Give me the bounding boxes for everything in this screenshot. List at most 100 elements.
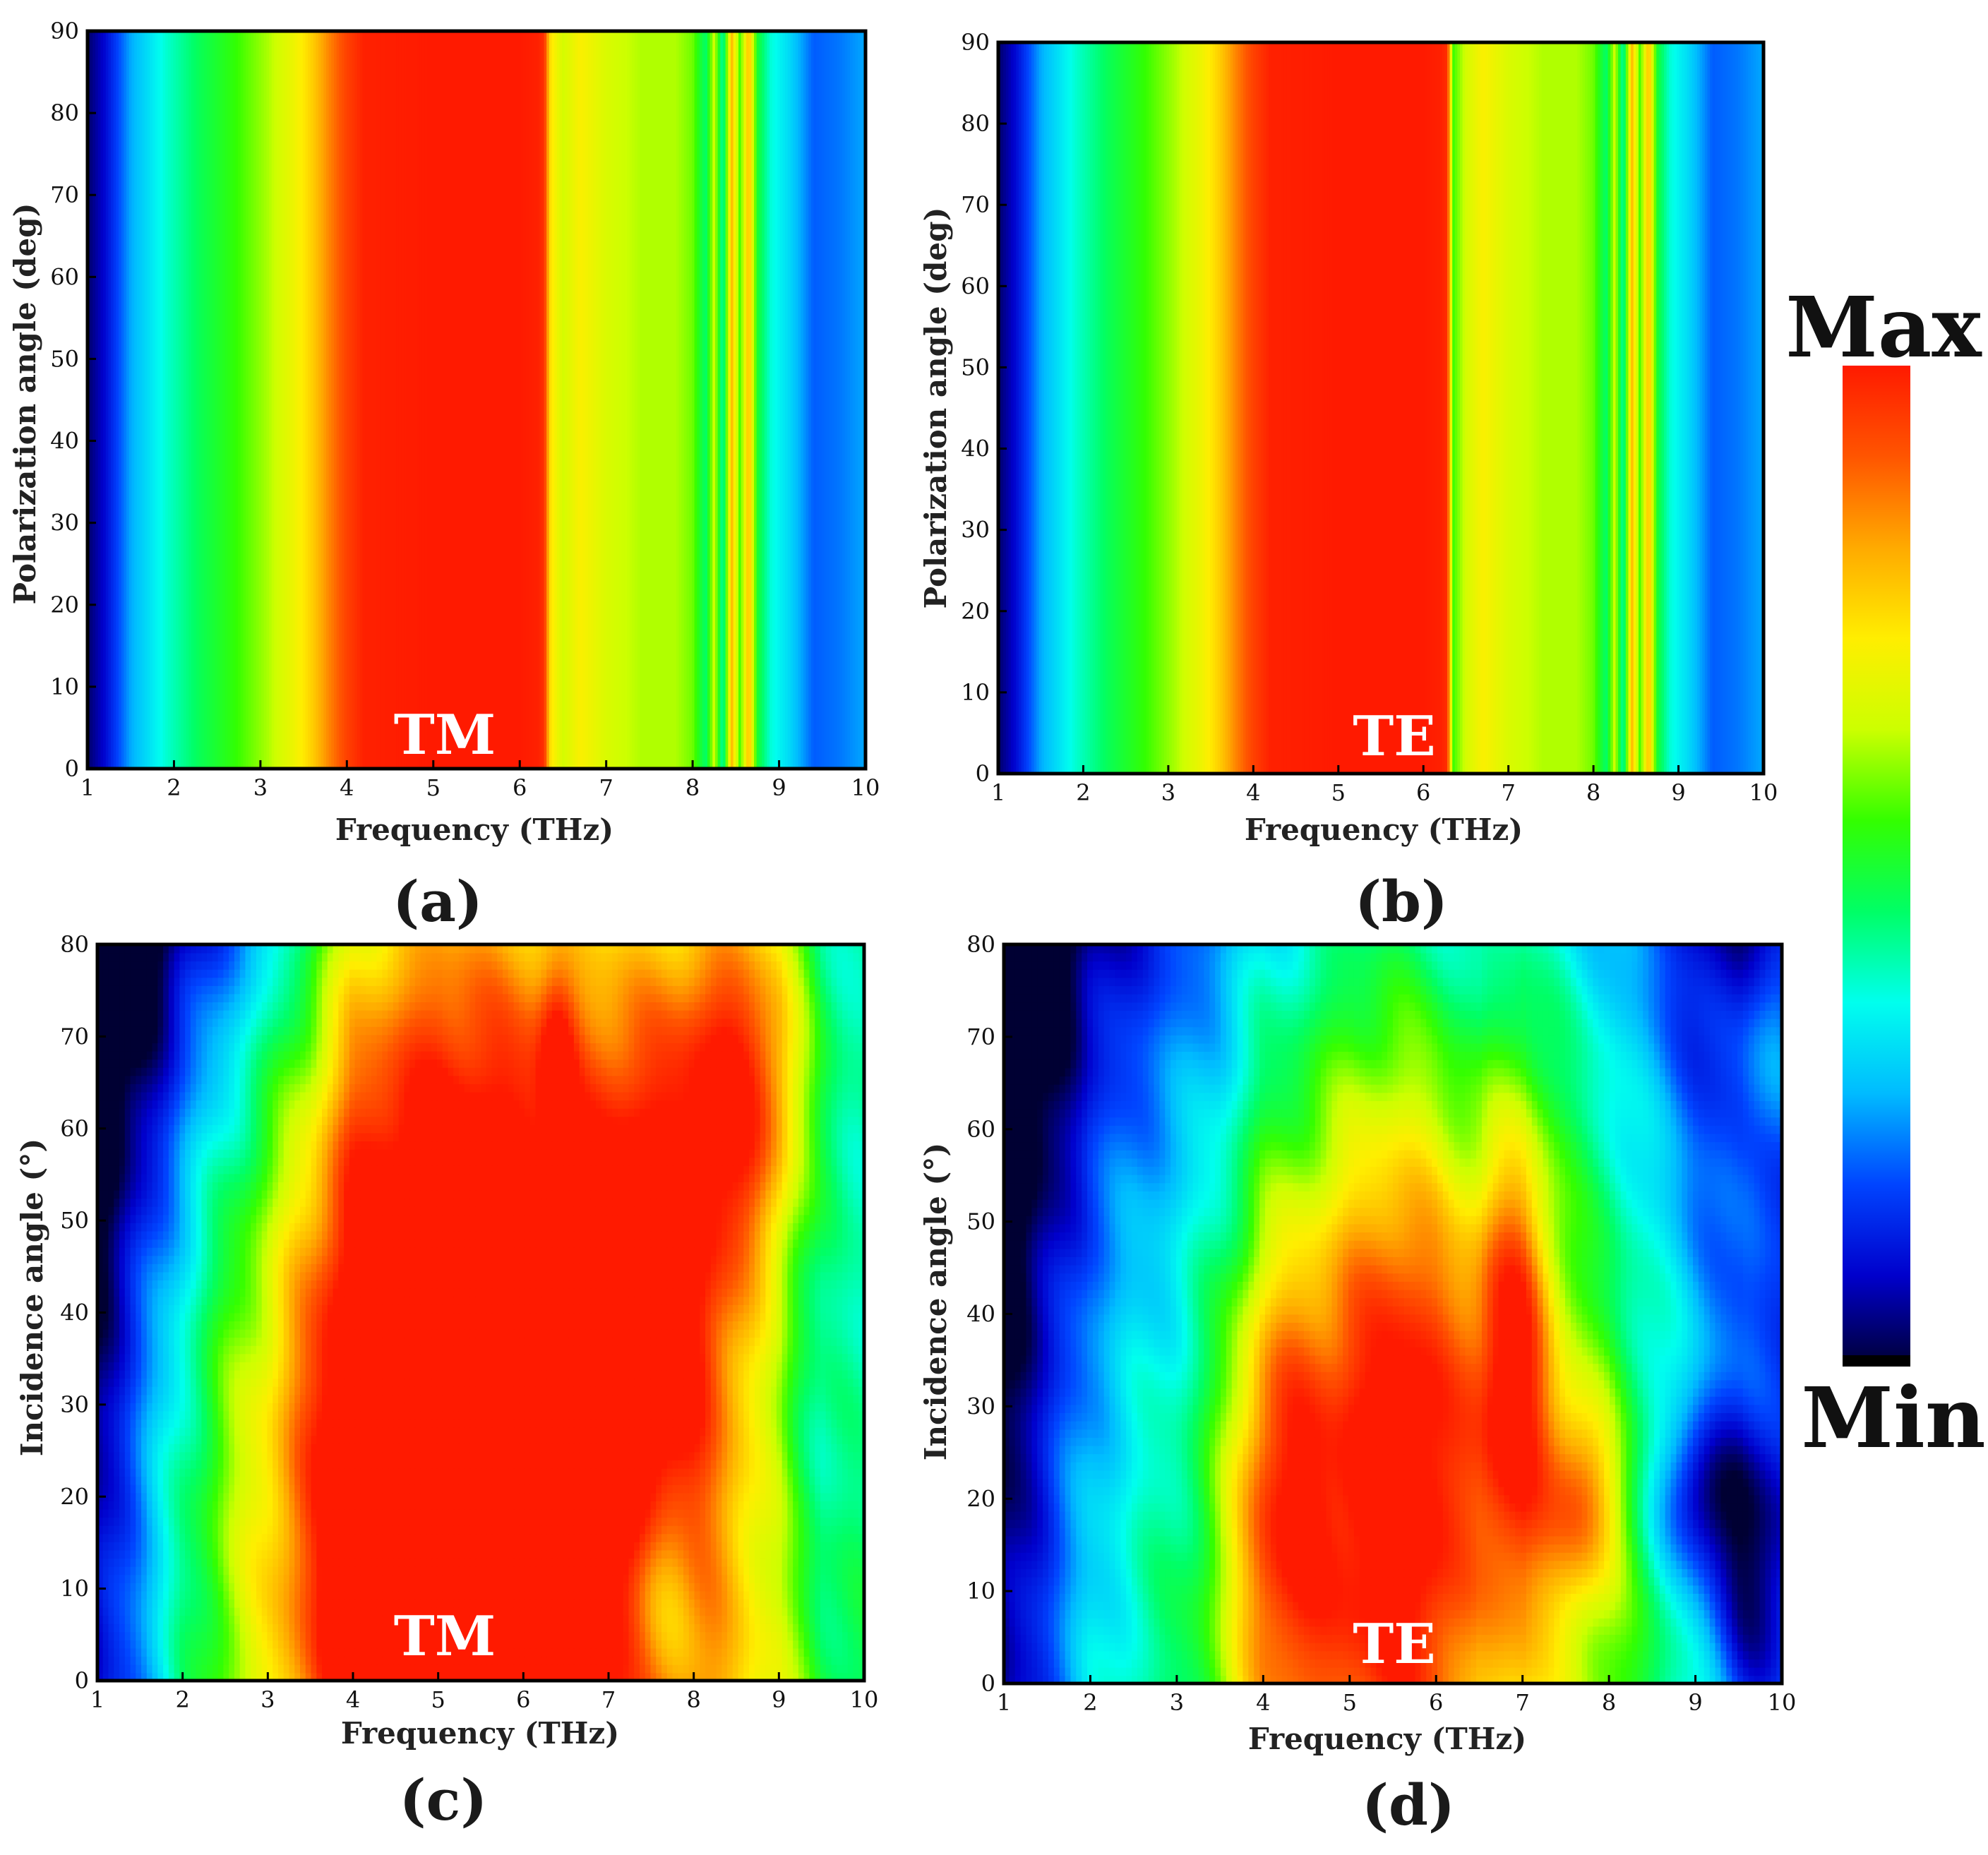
heatmap-cell xyxy=(1340,42,1343,774)
heatmap-cell xyxy=(672,1549,679,1559)
heatmap-cell xyxy=(124,1574,131,1583)
heatmap-cell xyxy=(179,1623,186,1633)
heatmap-cell xyxy=(858,1541,865,1551)
heatmap-cell xyxy=(666,1517,673,1526)
heatmap-cell xyxy=(1049,42,1053,774)
heatmap-cell xyxy=(486,1549,493,1559)
heatmap-cell xyxy=(168,1549,175,1559)
heatmap-cell xyxy=(842,1541,849,1551)
heatmap-cell xyxy=(256,1492,263,1501)
heatmap-cell xyxy=(349,1508,356,1518)
heatmap-cell xyxy=(190,1672,197,1681)
heatmap-cell xyxy=(267,1541,274,1551)
heatmap-cell xyxy=(311,1467,318,1477)
heatmap-cell xyxy=(217,1517,224,1526)
heatmap-cell xyxy=(623,1427,630,1436)
heatmap-cell xyxy=(354,1476,361,1485)
heatmap-cell xyxy=(333,1525,340,1535)
heatmap-cell xyxy=(475,1517,481,1526)
heatmap-cell xyxy=(661,1517,668,1526)
heatmap-cell xyxy=(426,1451,433,1460)
heatmap-cell xyxy=(650,1599,657,1608)
x-tick-label: 9 xyxy=(1671,779,1685,806)
heatmap-cell xyxy=(338,1607,345,1616)
heatmap-cell xyxy=(743,1582,750,1592)
heatmap-cell xyxy=(464,1623,471,1633)
heatmap-cell xyxy=(601,1664,608,1674)
heatmap-cell xyxy=(541,1623,547,1633)
heatmap-cell xyxy=(311,1590,318,1600)
heatmap-cell xyxy=(469,1664,477,1674)
heatmap-cell xyxy=(551,1640,558,1649)
heatmap-cell xyxy=(705,1582,712,1592)
heatmap-cell xyxy=(398,1517,405,1526)
heatmap-cell xyxy=(1350,42,1354,774)
heatmap-cell xyxy=(782,1647,789,1657)
heatmap-cell xyxy=(541,1656,547,1665)
heatmap-cell xyxy=(672,1492,679,1501)
heatmap-cell xyxy=(617,1615,624,1624)
heatmap-cell xyxy=(168,1451,175,1460)
heatmap-cell xyxy=(322,1566,328,1575)
heatmap-cell xyxy=(239,1443,246,1453)
heatmap-cell xyxy=(283,1435,290,1444)
heatmap-cell xyxy=(1016,42,1019,774)
heatmap-cell xyxy=(160,31,164,769)
heatmap-cell xyxy=(535,1541,542,1551)
heatmap-cell xyxy=(311,1566,318,1575)
heatmap-cell xyxy=(656,1672,662,1681)
heatmap-cell xyxy=(491,1443,498,1453)
heatmap-cell xyxy=(617,1574,624,1583)
heatmap-cell xyxy=(858,1467,865,1477)
heatmap-cell xyxy=(858,1590,865,1600)
heatmap-cell xyxy=(573,1517,580,1526)
heatmap-cell xyxy=(492,31,496,769)
heatmap-cell xyxy=(273,1647,279,1657)
heatmap-cell xyxy=(787,1484,794,1494)
heatmap-cell xyxy=(546,1599,553,1608)
heatmap-cell xyxy=(360,1508,366,1518)
heatmap-cell xyxy=(426,1672,433,1681)
heatmap-cell xyxy=(267,1484,274,1494)
heatmap-cell xyxy=(414,1574,421,1583)
heatmap-cell xyxy=(212,1615,219,1624)
heatmap-cell xyxy=(190,1451,197,1460)
heatmap-cell xyxy=(251,1623,257,1633)
heatmap-cell xyxy=(1128,42,1132,774)
heatmap-cell xyxy=(497,1549,503,1559)
heatmap-cell xyxy=(217,1435,224,1444)
heatmap-cell xyxy=(568,1607,575,1616)
heatmap-cell xyxy=(847,1640,854,1649)
heatmap-cell xyxy=(354,1664,361,1674)
heatmap-cell xyxy=(124,1451,131,1460)
heatmap-cell xyxy=(743,1435,750,1444)
heatmap-cell xyxy=(1084,42,1089,774)
heatmap-cell xyxy=(450,31,454,769)
heatmap-cell xyxy=(606,1508,613,1518)
heatmap-cell xyxy=(590,1541,597,1551)
heatmap-cell xyxy=(760,1631,767,1640)
heatmap-cell xyxy=(1506,42,1509,774)
heatmap-cell xyxy=(519,1574,525,1583)
heatmap-cell xyxy=(464,1558,471,1567)
heatmap-cell xyxy=(595,1460,602,1469)
heatmap-cell xyxy=(475,1460,481,1469)
heatmap-cell xyxy=(294,1599,301,1608)
heatmap-cell xyxy=(562,31,565,769)
heatmap-cell xyxy=(486,1656,493,1665)
heatmap-cell xyxy=(1199,42,1203,774)
heatmap-cell xyxy=(710,1549,717,1559)
heatmap-cell xyxy=(853,1492,860,1501)
heatmap-cell xyxy=(256,1640,263,1649)
heatmap-cell xyxy=(141,1476,148,1485)
heatmap-cell xyxy=(617,1623,624,1633)
heatmap-cell xyxy=(645,1460,652,1469)
heatmap-cell xyxy=(853,1640,860,1649)
heatmap-cell xyxy=(108,1607,115,1616)
heatmap-cell xyxy=(316,1549,323,1559)
heatmap-cell xyxy=(448,1492,455,1501)
heatmap-cell xyxy=(414,1451,421,1460)
heatmap-cell xyxy=(196,1517,203,1526)
heatmap-cell xyxy=(727,1467,733,1477)
heatmap-cell xyxy=(1312,42,1315,774)
